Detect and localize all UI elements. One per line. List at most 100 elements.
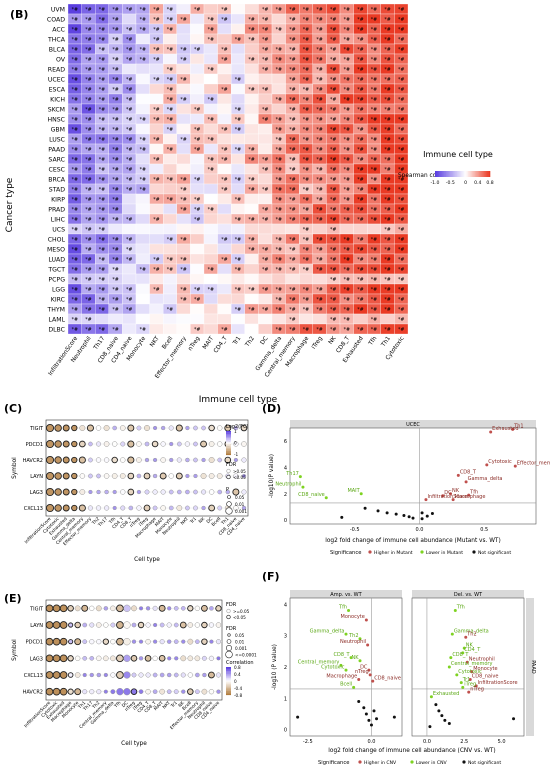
- heatmap-cell: [108, 223, 123, 235]
- heatmap-cell-mark: *#: [276, 257, 282, 263]
- y-tick-label: 1: [284, 696, 287, 702]
- color-legend-segment: [226, 688, 231, 690]
- heatmap-cell: [203, 253, 218, 265]
- dot: [217, 441, 223, 447]
- heatmap-cell-mark: *#: [112, 197, 118, 203]
- point-label: InfiltrationScore: [478, 680, 518, 686]
- heatmap-cell-mark: *#: [330, 147, 336, 153]
- heatmap-cell-mark: *#: [99, 227, 105, 233]
- heatmap-cell-mark: *#: [289, 287, 295, 293]
- fdr-legend-title: FDR: [226, 462, 237, 468]
- dot: [144, 654, 152, 662]
- dot: [176, 441, 182, 447]
- heatmap-cell-mark: *#: [330, 97, 336, 103]
- heatmap-cell-mark: *#: [398, 187, 404, 193]
- heatmap-cell-mark: *#: [330, 297, 336, 303]
- heatmap-cell-mark: *#: [384, 87, 390, 93]
- heatmap-cell-mark: *#: [262, 187, 268, 193]
- dot: [201, 489, 207, 495]
- heatmap-cell-mark: *#: [248, 87, 254, 93]
- heatmap-column-label: iTreg: [311, 335, 324, 350]
- heatmap-cell-mark: *#: [330, 187, 336, 193]
- data-point: [352, 685, 356, 689]
- heatmap-cell-mark: *#: [221, 7, 227, 13]
- dot: [110, 605, 116, 612]
- heatmap-cell-mark: *#: [167, 7, 173, 13]
- dot: [184, 441, 191, 447]
- heatmap-cell-mark: *#: [398, 237, 404, 243]
- heatmap-cell-mark: *#: [276, 267, 282, 273]
- dot: [112, 505, 117, 511]
- data-point: [296, 715, 300, 719]
- size-legend-label: 0.001: [235, 509, 247, 514]
- data-point: [344, 632, 348, 636]
- heatmap-cell: [176, 273, 191, 285]
- x-axis-title: log2 fold change of immune cell abundanc…: [328, 748, 495, 754]
- heatmap-cell-mark: *#: [99, 77, 105, 83]
- dot: [89, 639, 95, 645]
- heatmap-column-label: Th1: [380, 335, 392, 348]
- heatmap-cell-mark: *#: [384, 157, 390, 163]
- heatmap-cell: [149, 83, 164, 95]
- heatmap-cell-mark: *#: [276, 207, 282, 213]
- data-point: [420, 511, 424, 515]
- legend-label: Not significant: [468, 760, 501, 765]
- y-tick-label: 0: [284, 518, 287, 524]
- heatmap-cell: [203, 243, 218, 255]
- heatmap-cell-mark: *#: [344, 187, 350, 193]
- heatmap-cell: [231, 83, 245, 95]
- dot: [173, 672, 179, 678]
- data-point: [349, 656, 353, 660]
- heatmap-cell: [339, 223, 354, 235]
- heatmap-cell: [108, 313, 123, 325]
- size-legend-title: P: [226, 487, 229, 493]
- colorbar-segment: [441, 171, 444, 177]
- point-label: Cytotoxic: [458, 669, 482, 675]
- dot: [95, 605, 102, 612]
- dot: [175, 424, 183, 432]
- heatmap-cell-mark: *#: [153, 17, 159, 23]
- heatmap-cell-mark: *#: [85, 237, 91, 243]
- heatmap-cell-mark: *#: [384, 187, 390, 193]
- heatmap-cell: [244, 163, 259, 175]
- dot: [176, 457, 182, 463]
- heatmap-cell-mark: *#: [384, 227, 390, 233]
- heatmap-cell-mark: *#: [153, 37, 159, 43]
- heatmap-cell-mark: *#: [99, 137, 105, 143]
- heatmap-cell-mark: *#: [140, 267, 146, 273]
- dot: [116, 637, 124, 646]
- heatmap-cell-mark: *#: [262, 17, 268, 23]
- dot: [187, 672, 193, 678]
- point-label: Cytotoxic: [488, 459, 512, 465]
- heatmap-cell-mark: *#: [398, 127, 404, 133]
- heatmap-cell-mark: *#: [384, 327, 390, 333]
- heatmap-cell-mark: *#: [344, 277, 350, 283]
- heatmap-cell: [163, 183, 177, 195]
- heatmap-cell: [122, 273, 137, 285]
- colorbar-segment: [435, 171, 437, 177]
- heatmap-cell: [163, 153, 177, 165]
- heatmap-cell-mark: *#: [72, 117, 78, 123]
- dot: [127, 456, 135, 464]
- heatmap-cell-mark: *#: [316, 237, 322, 243]
- heatmap-cell: [217, 193, 232, 205]
- heatmap-row-label: COAD: [47, 17, 65, 24]
- heatmap-cell: [258, 273, 273, 285]
- heatmap-cell-mark: *#: [289, 177, 295, 183]
- dot: [233, 457, 238, 463]
- heatmap-cell-mark: *#: [330, 327, 336, 333]
- heatmap-cell-mark: *#: [357, 157, 363, 163]
- dot: [232, 488, 240, 496]
- color-legend-segment: [226, 668, 231, 670]
- heatmap-cell-mark: *#: [126, 87, 132, 93]
- dot: [181, 689, 186, 694]
- heatmap-cell-mark: *#: [371, 47, 377, 53]
- point-label: MAIT: [347, 488, 360, 494]
- heatmap-cell: [217, 203, 232, 215]
- heatmap-cell-mark: *#: [208, 137, 214, 143]
- color-legend-tick: 0: [234, 679, 237, 684]
- dot: [179, 621, 187, 629]
- heatmap-cell-mark: *#: [316, 287, 322, 293]
- heatmap-cell-mark: *#: [140, 187, 146, 193]
- dot: [52, 671, 61, 679]
